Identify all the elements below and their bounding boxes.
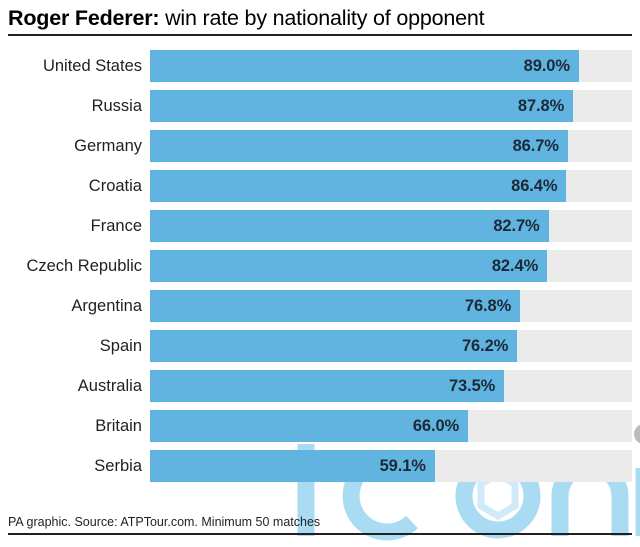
bar: 87.8% — [150, 90, 574, 122]
bar-value-label: 87.8% — [517, 96, 565, 115]
title-description: win rate by nationality of opponent — [159, 6, 485, 30]
bar-chart-plot: United States 89.0% Russia 87.8% Germany 86.7… — [8, 36, 632, 482]
bar-track: 82.4% — [150, 250, 632, 282]
bar-row: Russia 87.8% — [8, 90, 632, 122]
bar: 73.5% — [150, 370, 505, 402]
bar-track: 73.5% — [150, 370, 632, 402]
bar-category-label: Argentina — [71, 297, 142, 315]
bar-value-label: 86.7% — [512, 136, 559, 155]
bar-row: Czech Republic 82.4% — [8, 250, 632, 282]
bar-track: 87.8% — [150, 90, 632, 122]
bar-category-label: Russia — [91, 97, 142, 115]
bar-category-label: Spain — [99, 337, 142, 355]
bar-value-label: 82.7% — [493, 216, 540, 235]
title-subject: Roger Federer: — [8, 6, 160, 30]
bar: 76.2% — [150, 330, 518, 362]
bar-value-label: 76.8% — [464, 296, 512, 315]
bar-category-label: Germany — [74, 137, 142, 155]
bar-track: 89.0% — [150, 50, 632, 82]
bar-row: United States 89.0% — [8, 50, 632, 82]
bar-value-label: 76.2% — [461, 336, 509, 355]
bar-row: Australia 73.5% — [8, 370, 632, 402]
bar-row: Argentina 76.8% — [8, 290, 632, 322]
bar-track: 76.8% — [150, 290, 632, 322]
bar-track: 59.1% — [150, 450, 632, 482]
bar: 89.0% — [150, 50, 579, 82]
bar-row: France 82.7% — [8, 210, 632, 242]
bar-row: Serbia 59.1% — [8, 450, 632, 482]
bar-track: 66.0% — [150, 410, 632, 442]
bar-row: Germany 86.7% — [8, 130, 632, 162]
title-block: Roger Federer: win rate by nationality o… — [8, 0, 632, 32]
header-divider — [8, 34, 632, 36]
bar-value-label: 73.5% — [448, 376, 496, 395]
footer-divider — [8, 533, 632, 535]
page-title: Roger Federer: win rate by nationality o… — [8, 5, 632, 32]
bar-value-label: 86.4% — [511, 176, 558, 195]
bar-track: 76.2% — [150, 330, 632, 362]
bar-category-label: Serbia — [94, 457, 142, 475]
bar-category-label: Czech Republic — [26, 257, 142, 275]
bar-category-label: Croatia — [88, 177, 142, 195]
bar-value-label: 59.1% — [379, 456, 426, 475]
bar-category-label: United States — [42, 57, 142, 75]
footer: PA graphic. Source: ATPTour.com. Minimum… — [8, 514, 632, 538]
bar-track: 86.7% — [150, 130, 632, 162]
bar: 66.0% — [150, 410, 469, 442]
bar-track: 86.4% — [150, 170, 632, 202]
bar-category-label: Australia — [77, 377, 142, 395]
bar-row: Spain 76.2% — [8, 330, 632, 362]
bar-value-label: 82.4% — [491, 256, 539, 275]
bar-category-label: France — [90, 217, 142, 235]
bar-row: Britain 66.0% — [8, 410, 632, 442]
bar-track: 82.7% — [150, 210, 632, 242]
bar: 86.7% — [150, 130, 568, 162]
source-note: PA graphic. Source: ATPTour.com. Minimum… — [8, 515, 321, 529]
bar: 86.4% — [150, 170, 567, 202]
bar: 59.1% — [150, 450, 435, 482]
bar-category-label: Britain — [95, 417, 142, 435]
bar-value-label: 66.0% — [412, 416, 460, 435]
bar: 82.7% — [150, 210, 549, 242]
bar: 82.4% — [150, 250, 548, 282]
bar: 76.8% — [150, 290, 521, 322]
bar-row: Croatia 86.4% — [8, 170, 632, 202]
bar-value-label: 89.0% — [523, 56, 570, 75]
